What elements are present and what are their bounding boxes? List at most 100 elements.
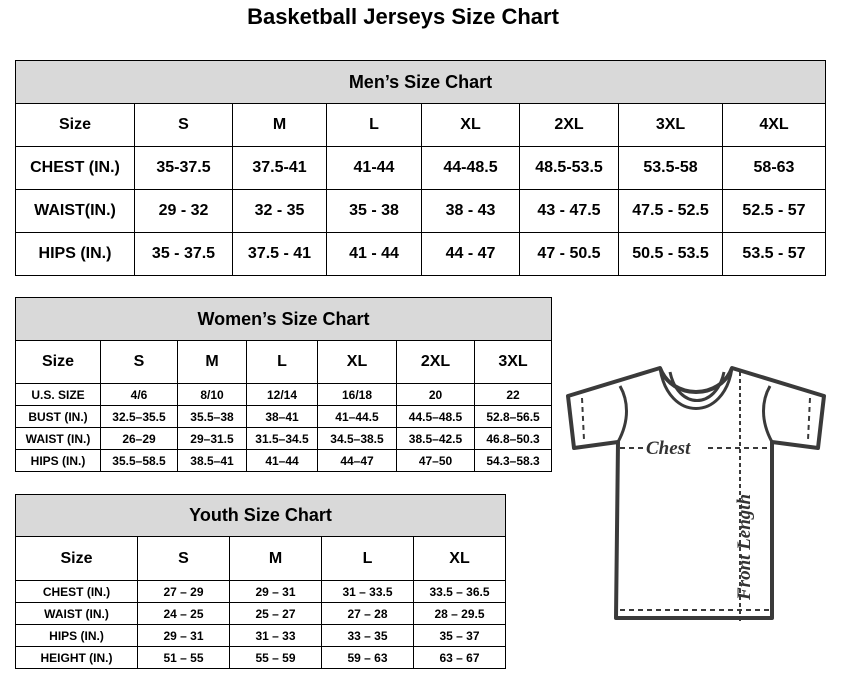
jersey-diagram: Chest Front Length: [566, 366, 826, 622]
table-cell: 27 – 29: [137, 580, 230, 603]
table-cell: 20: [396, 383, 475, 406]
table-cell: 12/14: [246, 383, 318, 406]
table-cell: 38.5–42.5: [396, 427, 475, 450]
table-cell: 38–41: [246, 405, 318, 428]
size-column-header: M: [229, 536, 322, 581]
table-cell: 33 – 35: [321, 624, 414, 647]
table-cell: 38.5–41: [177, 449, 247, 472]
table-row: HIPS (IN.) 35.5–58.5 38.5–41 41–44 44–47 47–5…: [15, 449, 553, 472]
row-label: Size: [15, 340, 101, 384]
table-cell: 47.5 - 52.5: [618, 189, 723, 233]
size-column-header: XL: [421, 103, 520, 147]
table-cell: 41–44: [246, 449, 318, 472]
row-label: CHEST (IN.): [15, 146, 135, 190]
table-cell: 35.5–38: [177, 405, 247, 428]
table-cell: 53.5 - 57: [722, 232, 826, 276]
row-label: HIPS (IN.): [15, 449, 101, 472]
row-label: WAIST(IN.): [15, 189, 135, 233]
table-cell: 48.5-53.5: [519, 146, 619, 190]
womens-size-table: Women’s Size Chart Size S M L XL 2XL 3XL U.S. SI…: [14, 297, 553, 472]
table-cell: 25 – 27: [229, 602, 322, 625]
youth-table-title: Youth Size Chart: [14, 494, 507, 537]
table-cell: 52.8–56.5: [473, 405, 553, 428]
measure-lines: [581, 372, 811, 622]
size-column-header: S: [134, 103, 233, 147]
table-cell: 50.5 - 53.5: [618, 232, 723, 276]
row-label: Size: [15, 103, 135, 147]
table-cell: 63 – 67: [412, 646, 507, 669]
table-cell: 33.5 – 36.5: [412, 580, 507, 603]
size-column-header: S: [137, 536, 230, 581]
size-header-row: Size S M L XL 2XL 3XL: [15, 340, 553, 384]
table-cell: 47–50: [396, 449, 475, 472]
table-cell: 35 – 37: [412, 624, 507, 647]
table-cell: 37.5 - 41: [232, 232, 327, 276]
table-cell: 46.8–50.3: [473, 427, 553, 450]
row-label: CHEST (IN.): [15, 580, 138, 603]
size-header-row: Size S M L XL 2XL 3XL 4XL: [15, 103, 826, 147]
size-column-header: 3XL: [618, 103, 723, 147]
size-column-header: XL: [317, 340, 397, 384]
row-label: BUST (IN.): [15, 405, 101, 428]
table-cell: 59 – 63: [321, 646, 414, 669]
size-column-header: M: [232, 103, 327, 147]
row-label: WAIST (IN.): [15, 427, 101, 450]
table-cell: 44.5–48.5: [396, 405, 475, 428]
table-cell: 28 – 29.5: [412, 602, 507, 625]
table-cell: 35.5–58.5: [100, 449, 178, 472]
table-cell: 31.5–34.5: [246, 427, 318, 450]
table-row: U.S. SIZE 4/6 8/10 12/14 16/18 20 22: [15, 383, 553, 406]
table-cell: 44-48.5: [421, 146, 520, 190]
row-label: HEIGHT (IN.): [15, 646, 138, 669]
table-cell: 35 - 37.5: [134, 232, 233, 276]
table-cell: 35-37.5: [134, 146, 233, 190]
mens-size-table: Men’s Size Chart Size S M L XL 2XL 3XL 4XL CHEST …: [15, 60, 826, 276]
table-cell: 26–29: [100, 427, 178, 450]
mens-table-title: Men’s Size Chart: [15, 60, 826, 104]
size-column-header: 2XL: [519, 103, 619, 147]
table-row: CHEST (IN.) 35-37.5 37.5-41 41-44 44-48.5 48.…: [15, 146, 826, 190]
size-column-header: L: [326, 103, 422, 147]
table-cell: 29 - 32: [134, 189, 233, 233]
front-length-label: Front Length: [734, 494, 755, 601]
table-cell: 52.5 - 57: [722, 189, 826, 233]
table-cell: 29 – 31: [137, 624, 230, 647]
jersey-outline-icon: [566, 366, 826, 620]
row-label: HIPS (IN.): [15, 624, 138, 647]
table-cell: 32.5–35.5: [100, 405, 178, 428]
table-cell: 43 - 47.5: [519, 189, 619, 233]
size-column-header: 3XL: [473, 340, 553, 384]
size-column-header: L: [246, 340, 318, 384]
table-cell: 29 – 31: [229, 580, 322, 603]
size-column-header: XL: [412, 536, 507, 581]
page-title: Basketball Jerseys Size Chart: [247, 4, 559, 29]
table-cell: 29–31.5: [177, 427, 247, 450]
table-cell: 44 - 47: [421, 232, 520, 276]
table-cell: 41–44.5: [317, 405, 397, 428]
row-label: Size: [15, 536, 138, 581]
table-cell: 24 – 25: [137, 602, 230, 625]
table-row: WAIST (IN.) 26–29 29–31.5 31.5–34.5 34.5–38.…: [15, 427, 553, 450]
size-header-row: Size S M L XL: [15, 536, 507, 581]
table-cell: 55 – 59: [229, 646, 322, 669]
row-label: HIPS (IN.): [15, 232, 135, 276]
table-row: WAIST(IN.) 29 - 32 32 - 35 35 - 38 38 - 43 43…: [15, 189, 826, 233]
table-cell: 44–47: [317, 449, 397, 472]
youth-size-table: Youth Size Chart Size S M L XL CHEST (IN.) 27 –…: [14, 494, 507, 669]
table-cell: 8/10: [177, 383, 247, 406]
table-cell: 51 – 55: [137, 646, 230, 669]
table-cell: 27 – 28: [321, 602, 414, 625]
table-cell: 34.5–38.5: [317, 427, 397, 450]
row-label: U.S. SIZE: [15, 383, 101, 406]
chest-label: Chest: [646, 438, 691, 459]
table-row: HEIGHT (IN.) 51 – 55 55 – 59 59 – 63 63 – 67: [15, 646, 507, 669]
size-column-header: 2XL: [396, 340, 475, 384]
table-row: HIPS (IN.) 29 – 31 31 – 33 33 – 35 35 – 37: [15, 624, 507, 647]
table-cell: 31 – 33.5: [321, 580, 414, 603]
table-cell: 41-44: [326, 146, 422, 190]
womens-table-title: Women’s Size Chart: [14, 297, 553, 341]
table-cell: 32 - 35: [232, 189, 327, 233]
table-cell: 53.5-58: [618, 146, 723, 190]
table-cell: 58-63: [722, 146, 826, 190]
table-cell: 47 - 50.5: [519, 232, 619, 276]
